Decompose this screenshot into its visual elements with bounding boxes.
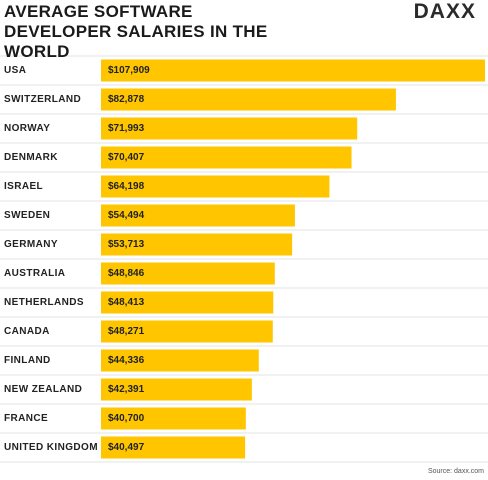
- bar: [101, 291, 274, 314]
- bar: [101, 349, 259, 372]
- bar: [101, 146, 352, 169]
- bar: [101, 378, 252, 401]
- category-label: AUSTRALIA: [4, 268, 65, 279]
- category-label: USA: [4, 65, 26, 76]
- bar: [101, 59, 485, 82]
- value-label: $48,413: [108, 297, 145, 308]
- value-label: $40,497: [108, 442, 145, 453]
- value-label: $53,713: [108, 239, 145, 250]
- value-label: $40,700: [108, 413, 145, 424]
- category-label: FRANCE: [4, 413, 48, 424]
- bar: [101, 262, 275, 285]
- value-label: $64,198: [108, 181, 145, 192]
- value-label: $70,407: [108, 152, 145, 163]
- category-label: UNITED KINGDOM: [4, 442, 98, 453]
- value-label: $54,494: [108, 210, 145, 221]
- bar: [101, 233, 293, 256]
- value-label: $42,391: [108, 384, 145, 395]
- value-label: $82,878: [108, 94, 145, 105]
- bar: [101, 436, 246, 459]
- category-label: NORWAY: [4, 123, 50, 134]
- category-label: SWITZERLAND: [4, 94, 81, 105]
- bar: [101, 320, 273, 343]
- logo: DAXX: [413, 0, 476, 23]
- category-label: ISRAEL: [4, 181, 43, 192]
- source: Source: daxx.com: [428, 468, 484, 475]
- chart-title: AVERAGE SOFTWARE DEVELOPER SALARIES IN T…: [4, 2, 268, 61]
- value-label: $71,993: [108, 123, 145, 134]
- bar: [101, 204, 295, 227]
- category-label: DENMARK: [4, 152, 58, 163]
- bar: [101, 117, 358, 140]
- value-label: $107,909: [108, 65, 150, 76]
- value-label: $48,846: [108, 268, 145, 279]
- category-label: NEW ZEALAND: [4, 384, 82, 395]
- category-label: CANADA: [4, 326, 50, 337]
- bar: [101, 407, 246, 430]
- category-label: SWEDEN: [4, 210, 50, 221]
- bar: [101, 88, 396, 111]
- bar: [101, 175, 330, 198]
- value-label: $48,271: [108, 326, 145, 337]
- category-label: GERMANY: [4, 239, 58, 250]
- value-label: $44,336: [108, 355, 145, 366]
- category-label: FINLAND: [4, 355, 51, 366]
- category-label: NETHERLANDS: [4, 297, 84, 308]
